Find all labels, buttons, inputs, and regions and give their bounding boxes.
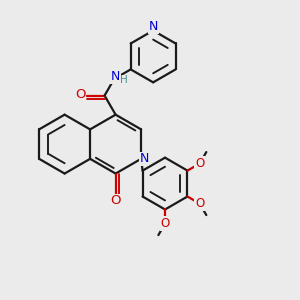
Text: O: O [195, 197, 204, 210]
Text: N: N [140, 152, 149, 165]
Text: N: N [148, 20, 158, 34]
Text: N: N [111, 70, 120, 83]
Text: H: H [120, 75, 128, 85]
Text: O: O [160, 217, 169, 230]
Text: O: O [110, 194, 121, 207]
Text: O: O [195, 157, 204, 170]
Text: O: O [75, 88, 86, 100]
